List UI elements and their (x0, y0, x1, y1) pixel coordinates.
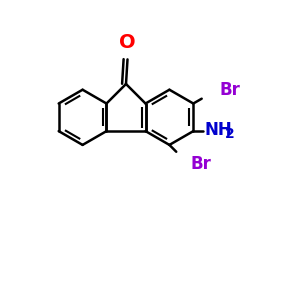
Text: Br: Br (190, 155, 212, 173)
Text: Br: Br (220, 81, 241, 99)
Text: O: O (119, 33, 136, 52)
Text: 2: 2 (224, 127, 234, 141)
Text: NH: NH (205, 121, 233, 139)
